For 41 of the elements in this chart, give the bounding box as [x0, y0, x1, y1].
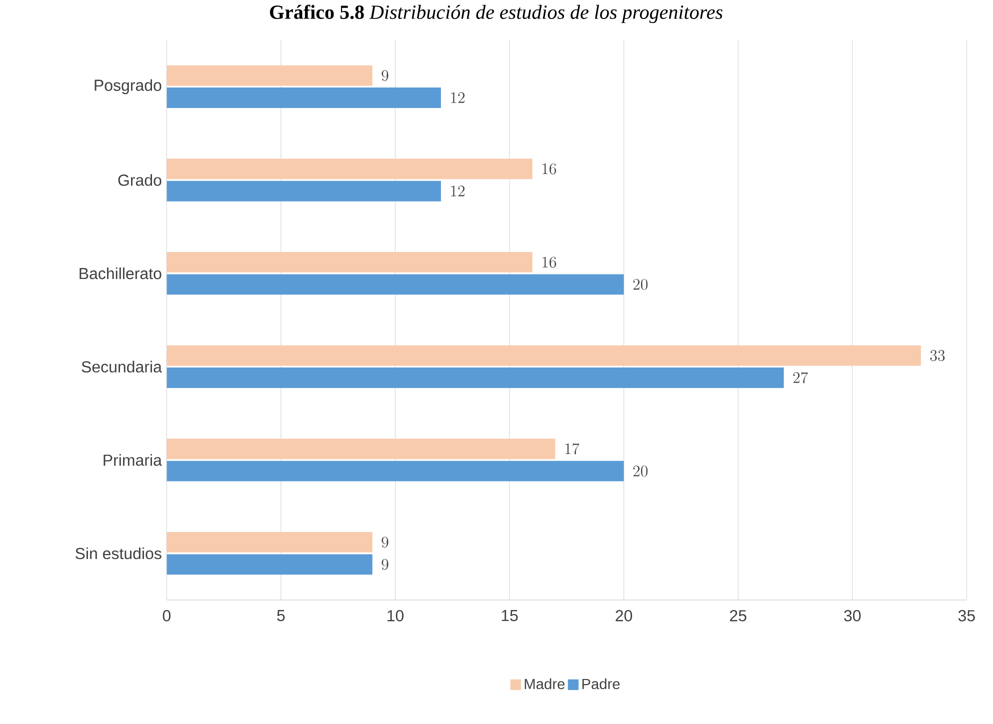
legend-label: Padre: [582, 678, 620, 690]
data-label: 12: [451, 186, 465, 196]
x-tick-label: 20: [616, 610, 632, 622]
bar: [166, 438, 556, 460]
y-tick-label: Sin estudios: [76, 547, 162, 560]
legend-label: Madre: [524, 678, 565, 690]
chart-title: Gráfico 5.8 Distribución de estudios de los progenitores: [270, 4, 722, 24]
bar: [166, 274, 624, 295]
y-tick-label: Bachillerato: [80, 267, 162, 280]
bar: [166, 180, 441, 202]
x-tick-label: 5: [277, 610, 285, 622]
bar: [166, 368, 784, 388]
bar: [166, 554, 372, 575]
data-label: 9: [382, 70, 388, 82]
x-tick-label: 0: [162, 610, 171, 622]
data-label: 16: [542, 163, 556, 174]
bar: [166, 88, 441, 108]
data-label: 20: [633, 278, 648, 290]
data-label: 20: [633, 466, 648, 477]
y-tick-label: Posgrado: [94, 79, 162, 94]
bar: [166, 532, 372, 552]
bar: [166, 345, 921, 366]
data-label: 16: [542, 256, 556, 268]
data-label: 17: [565, 443, 580, 454]
x-tick-label: 15: [502, 610, 518, 622]
bar: [166, 252, 532, 272]
data-label: 12: [451, 92, 465, 103]
data-label: 9: [382, 536, 388, 548]
x-tick-label: 30: [844, 610, 861, 622]
x-tick-label: 25: [730, 610, 746, 622]
bar: [166, 460, 624, 482]
x-tick-label: 10: [388, 610, 404, 622]
bar: [166, 65, 372, 86]
bar: [166, 158, 532, 180]
y-tick-label: Grado: [118, 174, 162, 186]
y-tick-label: Secundaria: [82, 360, 162, 373]
y-tick-label: Primaria: [104, 454, 162, 466]
data-label: 33: [930, 350, 945, 362]
x-tick-label: 35: [958, 610, 975, 622]
data-label: 9: [382, 558, 388, 570]
data-label: 27: [793, 372, 808, 384]
